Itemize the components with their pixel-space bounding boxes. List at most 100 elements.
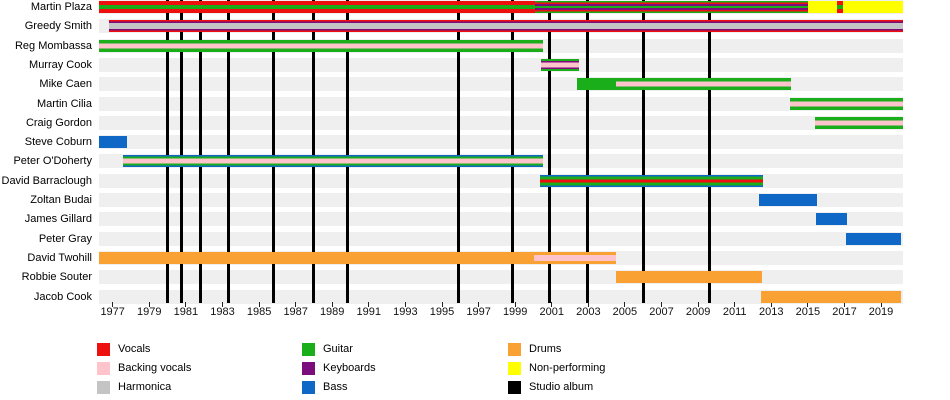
- axis-tick: [148, 302, 150, 307]
- studio-album-line: [165, 0, 169, 303]
- axis-tick-label: 1979: [137, 306, 162, 318]
- axis-tick-label: 1995: [429, 306, 455, 318]
- axis-tick: [331, 302, 333, 307]
- axis-tick: [185, 302, 187, 307]
- axis-tick: [551, 302, 553, 307]
- studio-album-line: [585, 0, 589, 303]
- axis-tick-label: 2017: [832, 306, 857, 318]
- axis-tick-label: 1985: [246, 306, 272, 318]
- legend-swatch-backing-vocals: [97, 362, 110, 375]
- timeline-bar: [577, 78, 616, 91]
- timeline-bar: [846, 232, 902, 245]
- timeline-bar: [815, 116, 903, 129]
- axis-tick: [478, 302, 480, 307]
- axis-tick: [441, 302, 443, 307]
- axis-tick-label: 2019: [868, 306, 894, 318]
- legend-label: Harmonica: [118, 381, 172, 393]
- member-label: Peter Gray: [38, 232, 92, 245]
- timeline-bar: [759, 194, 817, 206]
- studio-album-line: [271, 0, 275, 303]
- row-band: [99, 193, 903, 207]
- axis-tick-label: 2003: [576, 306, 601, 318]
- member-label: Zoltan Budai: [30, 194, 92, 206]
- legend-swatch-harmonica: [97, 381, 110, 394]
- axis-tick-label: 2009: [685, 306, 711, 318]
- member-label: Martin Plaza: [30, 1, 92, 13]
- axis-tick: [624, 302, 626, 307]
- axis-tick-label: 2015: [795, 306, 821, 318]
- timeline-bar: [99, 136, 128, 149]
- timeline-bar: [837, 1, 843, 13]
- legend-swatch-guitar: [302, 343, 315, 356]
- axis-tick: [404, 302, 406, 307]
- legend-label: Studio album: [529, 381, 594, 393]
- studio-album-line: [311, 0, 315, 303]
- studio-album-line: [456, 0, 460, 303]
- member-label: Steve Coburn: [24, 136, 92, 149]
- legend-swatch-studio-album: [508, 381, 521, 394]
- legend-label: Vocals: [118, 343, 151, 355]
- legend-label: Guitar: [323, 343, 353, 355]
- axis-tick: [880, 302, 882, 307]
- axis-tick-label: 2013: [759, 306, 784, 318]
- studio-album-line: [510, 0, 514, 303]
- axis-tick-label: 1977: [100, 306, 125, 318]
- axis-tick-label: 2011: [722, 306, 747, 318]
- member-label: Jacob Cook: [33, 290, 92, 303]
- axis-tick: [770, 302, 772, 307]
- legend-label: Backing vocals: [118, 362, 192, 374]
- axis-tick-label: 1999: [502, 306, 528, 318]
- row-band: [99, 231, 903, 246]
- legend-swatch-bass: [302, 381, 315, 394]
- timeline-bar: [539, 174, 764, 187]
- timeline-bar: [807, 1, 838, 13]
- studio-album-line: [179, 0, 183, 303]
- axis-tick-label: 2001: [539, 306, 565, 318]
- axis-tick: [734, 302, 736, 307]
- axis-tick-label: 1991: [356, 306, 382, 318]
- timeline-bar: [540, 58, 580, 71]
- row-band: [99, 212, 903, 227]
- studio-album-line: [707, 0, 711, 303]
- legend-swatch-drums: [508, 343, 521, 356]
- timeline-bar: [535, 1, 808, 13]
- member-label: Reg Mombassa: [14, 39, 92, 52]
- member-label: Greedy Smith: [24, 20, 92, 33]
- legend-swatch-non-performing: [508, 362, 521, 375]
- timeline-bar: [615, 271, 763, 284]
- axis-tick: [587, 302, 589, 307]
- member-label: David Twohill: [27, 251, 92, 264]
- row-band: [99, 173, 903, 188]
- legend-label: Bass: [323, 381, 348, 393]
- member-label: Craig Gordon: [25, 116, 92, 129]
- row-band: [99, 115, 903, 130]
- axis-tick-label: 2005: [612, 306, 638, 318]
- member-label: James Gillard: [24, 213, 92, 226]
- timeline-bar: [533, 251, 616, 264]
- legend-label: Drums: [529, 343, 562, 355]
- axis-tick: [368, 302, 370, 307]
- row-band: [99, 135, 903, 150]
- timeline-bar: [789, 97, 903, 110]
- timeline-bar: [816, 213, 848, 226]
- studio-album-line: [198, 0, 202, 303]
- timeline-bar: [842, 1, 903, 13]
- member-label: Mike Caen: [39, 78, 92, 91]
- member-label: Martin Cilia: [36, 97, 92, 110]
- timeline-bar: [99, 251, 534, 264]
- axis-tick: [295, 302, 297, 307]
- row-band: [99, 96, 903, 111]
- legend-swatch-vocals: [97, 343, 110, 356]
- axis-tick-label: 1981: [173, 306, 199, 318]
- member-label: Murray Cook: [29, 58, 92, 71]
- axis-tick-label: 1997: [466, 306, 491, 318]
- member-label: David Barraclough: [1, 174, 93, 187]
- axis-tick: [807, 302, 809, 307]
- timeline-bar: [122, 155, 543, 168]
- axis-tick: [661, 302, 662, 307]
- axis-tick: [222, 302, 223, 307]
- axis-tick-label: 1993: [393, 306, 418, 318]
- member-label: Peter O'Doherty: [13, 155, 92, 168]
- axis-tick: [697, 302, 699, 307]
